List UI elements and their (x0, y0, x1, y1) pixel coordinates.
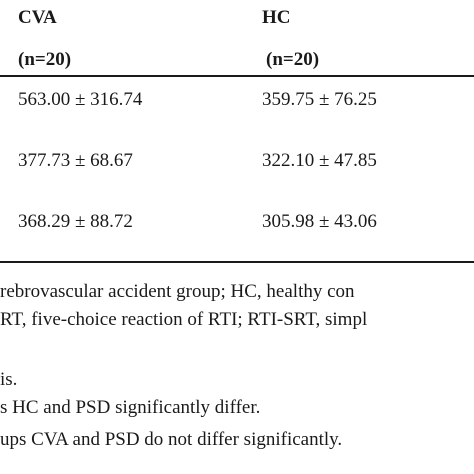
footnote: s HC and PSD significantly differ. (0, 397, 261, 418)
footnote: is. (0, 369, 18, 390)
bottom-rule (0, 261, 474, 263)
column-subheader: (n=20) (266, 49, 320, 70)
cell: 377.73 ± 68.67 (18, 150, 133, 171)
footnote: RT, five-choice reaction of RTI; RTI-SRT… (0, 309, 368, 330)
column-header: CVA (18, 7, 57, 28)
cell: 368.29 ± 88.72 (18, 211, 133, 232)
header-rule (0, 75, 474, 77)
cell: 305.98 ± 43.06 (262, 211, 377, 232)
cell: 359.75 ± 76.25 (262, 89, 377, 110)
footnote: rebrovascular accident group; HC, health… (0, 281, 355, 302)
footnote: ups CVA and PSD do not differ significan… (0, 429, 343, 450)
cell: 563.00 ± 316.74 (18, 89, 143, 110)
cell: 322.10 ± 47.85 (262, 150, 377, 171)
column-subheader: (n=20) (18, 49, 72, 70)
column-header: HC (262, 7, 291, 28)
